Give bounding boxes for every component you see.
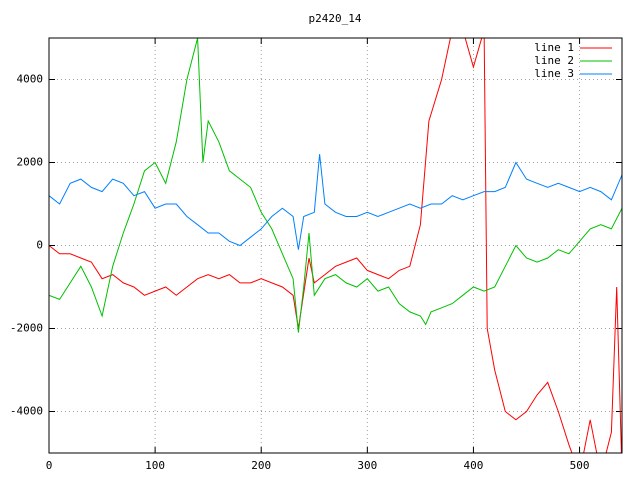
data-line [49,38,622,333]
y-tick-label: -4000 [10,405,43,418]
x-tick-label: 100 [145,459,165,472]
data-line [49,154,622,250]
x-tick-label: 200 [251,459,271,472]
data-line [49,38,622,453]
x-tick-label: 300 [357,459,377,472]
legend-label: line 3 [534,67,574,80]
x-tick-label: 400 [464,459,484,472]
y-tick-label: 0 [36,239,43,252]
chart-title: p2420_14 [309,12,362,25]
y-tick-label: -2000 [10,322,43,335]
y-tick-label: 4000 [17,73,44,86]
x-tick-label: 500 [570,459,590,472]
y-tick-label: 2000 [17,156,44,169]
legend-label: line 2 [534,54,574,67]
x-tick-label: 0 [46,459,53,472]
plot-frame [48,37,623,454]
legend-label: line 1 [534,41,574,54]
